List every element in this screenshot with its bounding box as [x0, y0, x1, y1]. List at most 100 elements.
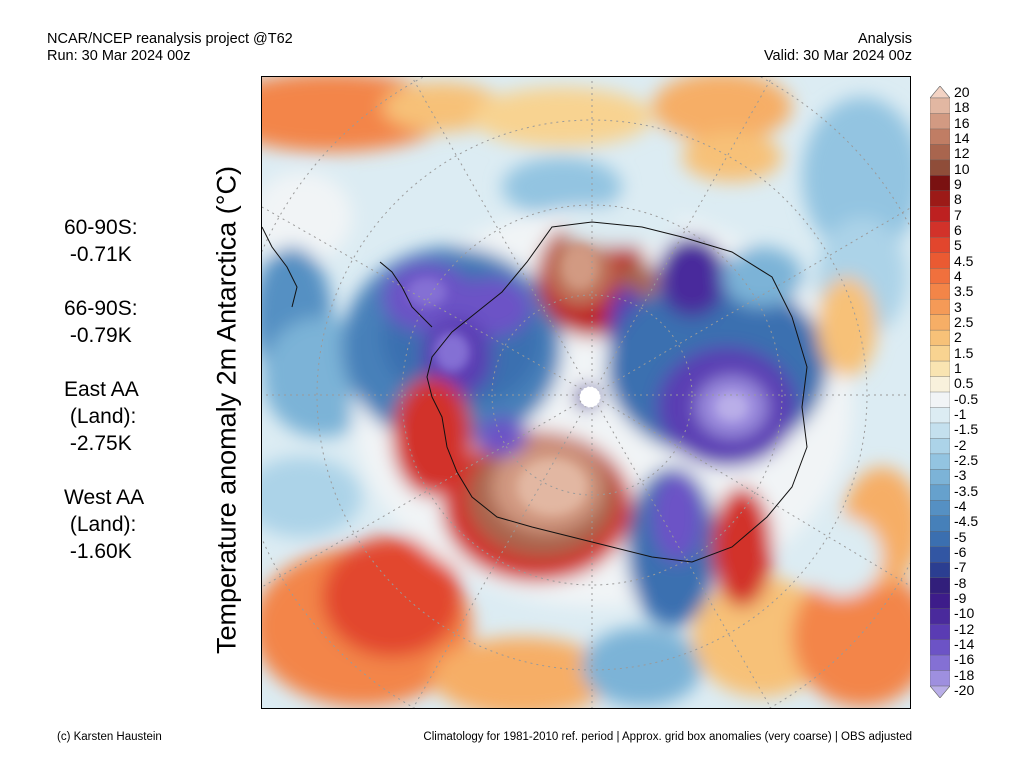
stat-east-aa: East AA (Land): -2.75K: [64, 376, 144, 457]
colorbar-swatch: [930, 252, 950, 269]
colorbar-swatch: [930, 128, 950, 146]
colorbar-tick-label: 0.5: [954, 375, 974, 392]
colorbar-swatch: [930, 376, 950, 393]
colorbar-tick-label: -0.5: [954, 390, 979, 407]
colorbar-tick-label: 6: [954, 222, 962, 238]
colorbar-tick-label: 1: [954, 360, 962, 376]
valid-info: Analysis Valid: 30 Mar 2024 00z: [764, 31, 912, 65]
colorbar-min-arrow: [930, 685, 950, 698]
pole-marker: [579, 386, 601, 408]
colorbar-tick-label: -6: [954, 544, 967, 560]
colorbar-swatch: [930, 531, 950, 548]
valid-time: Valid: 30 Mar 2024 00z: [763, 48, 912, 64]
colorbar: [930, 86, 950, 698]
colorbar-tick-label: 7: [954, 206, 962, 223]
colorbar-tick-label: 2: [954, 329, 962, 346]
graticule: [262, 77, 910, 708]
colorbar-tick-label: 5: [954, 237, 962, 254]
stat-value: -0.71K: [64, 243, 132, 266]
colorbar-swatch: [930, 159, 950, 177]
colorbar-tick-label: -18: [954, 666, 975, 683]
anomaly-detail: [407, 245, 748, 515]
stat-60-90s: 60-90S: -0.71K: [64, 214, 144, 268]
colorbar-swatch: [930, 221, 950, 238]
colorbar-tick-label: -14: [954, 636, 975, 652]
stat-value: -0.79K: [64, 324, 132, 347]
colorbar-swatch: [930, 268, 950, 285]
colorbar-tick-label: -10: [954, 605, 975, 622]
model-name: NCAR/NCEP reanalysis project @T62: [47, 31, 293, 47]
colorbar-tick-label: -5: [954, 528, 967, 545]
stat-sublabel: (Land):: [64, 405, 137, 428]
colorbar-tick-label: 3.5: [954, 283, 974, 300]
colorbar-swatch: [930, 329, 950, 347]
colorbar-swatch: [930, 654, 950, 672]
colorbar-swatch: [930, 639, 950, 656]
colorbar-tick-label: 4.5: [954, 252, 974, 269]
stat-value: -1.60K: [64, 540, 132, 563]
colorbar-swatch: [930, 515, 950, 532]
colorbar-swatch: [930, 608, 950, 625]
colorbar-swatch: [930, 438, 950, 455]
colorbar-tick-label: -3: [954, 467, 967, 484]
colorbar-swatch: [930, 345, 950, 362]
colorbar-swatch: [930, 314, 950, 331]
antarctic-coastline: [426, 221, 808, 563]
colorbar-swatch: [930, 190, 950, 208]
colorbar-tick-label: 16: [954, 114, 970, 131]
colorbar-tick-label: -1: [954, 406, 967, 422]
colorbar-swatch: [930, 500, 950, 517]
run-time: Run: 30 Mar 2024 00z: [47, 48, 191, 64]
peninsula-coastline: [379, 261, 433, 328]
colorbar-tick-label: 8: [954, 191, 962, 208]
stat-label: 60-90S:: [64, 216, 138, 239]
colorbar-swatch: [930, 469, 950, 486]
stat-value: -2.75K: [64, 432, 132, 455]
colorbar-tick-label: 10: [954, 160, 970, 177]
map-title: Temperature anomaly 2m Antarctica (°C): [211, 166, 242, 654]
colorbar-tick-label: 12: [954, 145, 970, 162]
colorbar-tick-label: -4: [954, 498, 967, 514]
colorbar-swatch: [930, 623, 950, 641]
colorbar-swatch: [930, 97, 950, 115]
stat-label: East AA: [64, 378, 139, 401]
colorbar-swatch: [930, 407, 950, 424]
colorbar-tick-label: -7: [954, 559, 967, 576]
colorbar-swatch: [930, 113, 950, 130]
colorbar-tick-label: -16: [954, 651, 975, 668]
colorbar-swatch: [930, 670, 950, 687]
region-stats: 60-90S: -0.71K 66-90S: -0.79K East AA (L…: [64, 214, 144, 592]
colorbar-swatch: [930, 283, 950, 300]
colorbar-tick-label: -8: [954, 574, 967, 591]
colorbar-tick-label: 1.5: [954, 344, 974, 361]
colorbar-tick-label: -20: [954, 682, 975, 698]
colorbar-swatch: [930, 546, 950, 563]
colorbar-swatch: [930, 175, 950, 192]
colorbar-tick-label: -4.5: [954, 513, 979, 530]
copyright: (c) Karsten Haustein: [57, 731, 162, 743]
colorbar-swatch: [930, 391, 950, 409]
stat-66-90s: 66-90S: -0.79K: [64, 295, 144, 349]
colorbar-tick-label: 4: [954, 268, 962, 284]
colorbar-swatch: [930, 577, 950, 594]
south-america-coastline: [262, 226, 298, 308]
colorbar-swatch: [930, 360, 950, 378]
colorbar-tick-label: 20: [954, 84, 970, 100]
colorbar-swatch: [930, 206, 950, 223]
climatology-note: Climatology for 1981-2010 ref. period | …: [423, 731, 912, 743]
colorbar-tick-label: 9: [954, 176, 962, 192]
stat-label: West AA: [64, 486, 145, 509]
colorbar-tick-label: -12: [954, 620, 975, 637]
colorbar-tick-label: 3: [954, 298, 962, 315]
stat-label: 66-90S:: [64, 297, 138, 320]
anomaly-map-svg: [262, 77, 910, 708]
colorbar-swatch: [930, 144, 950, 161]
colorbar-tick-label: -9: [954, 590, 967, 606]
colorbar-tick-label: -3.5: [954, 482, 979, 499]
colorbar-tick-label: -2: [954, 436, 967, 453]
colorbar-tick-label: 18: [954, 99, 970, 116]
colorbar-swatch: [930, 562, 950, 579]
colorbar-tick-label: 2.5: [954, 314, 974, 330]
colorbar-swatch: [930, 298, 950, 316]
colorbar-swatch: [930, 592, 950, 610]
